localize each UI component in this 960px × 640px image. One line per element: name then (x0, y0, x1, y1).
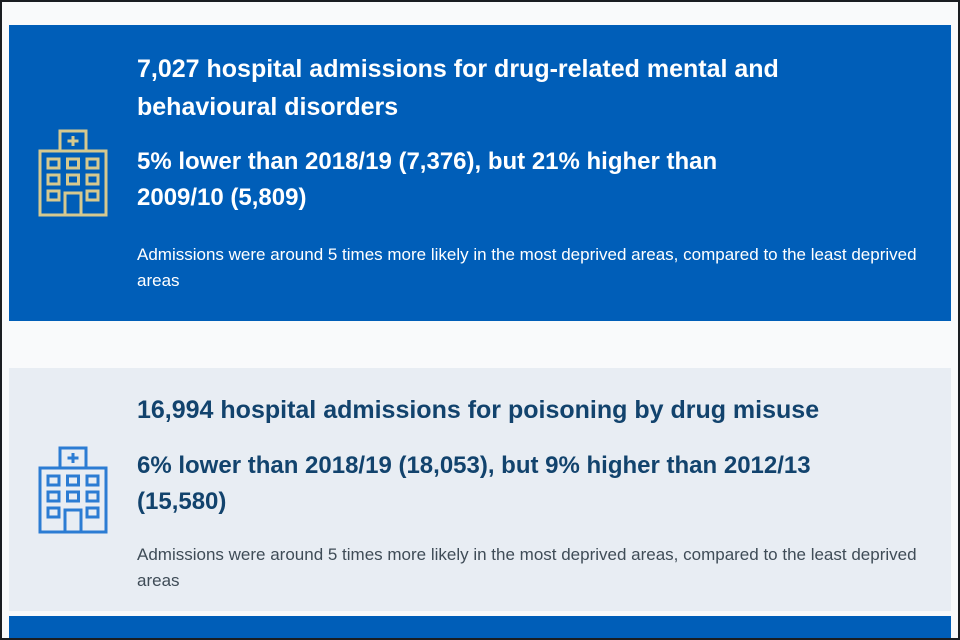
hospital-icon (9, 25, 137, 321)
stat-comparison: 6% lower than 2018/19 (18,053), but 9% h… (137, 451, 811, 515)
stat-heading: 7,027 hospital admissions for drug-relat… (137, 55, 779, 121)
stat-text-block: 16,994 hospital admissions for poisoning… (137, 368, 951, 611)
stat-card-poisoning: 16,994 hospital admissions for poisoning… (9, 368, 951, 611)
stat-text-block: 7,027 hospital admissions for drug-relat… (137, 25, 951, 321)
stat-card-mental-behavioural: 7,027 hospital admissions for drug-relat… (9, 25, 951, 321)
stat-comparison: 5% lower than 2018/19 (7,376), but 21% h… (137, 148, 718, 211)
stat-detail: Admissions were around 5 times more like… (137, 544, 917, 590)
partial-card-strip (9, 616, 951, 638)
hospital-icon (9, 368, 137, 611)
stat-heading: 16,994 hospital admissions for poisoning… (137, 396, 820, 424)
stat-detail: Admissions were around 5 times more like… (137, 245, 917, 291)
